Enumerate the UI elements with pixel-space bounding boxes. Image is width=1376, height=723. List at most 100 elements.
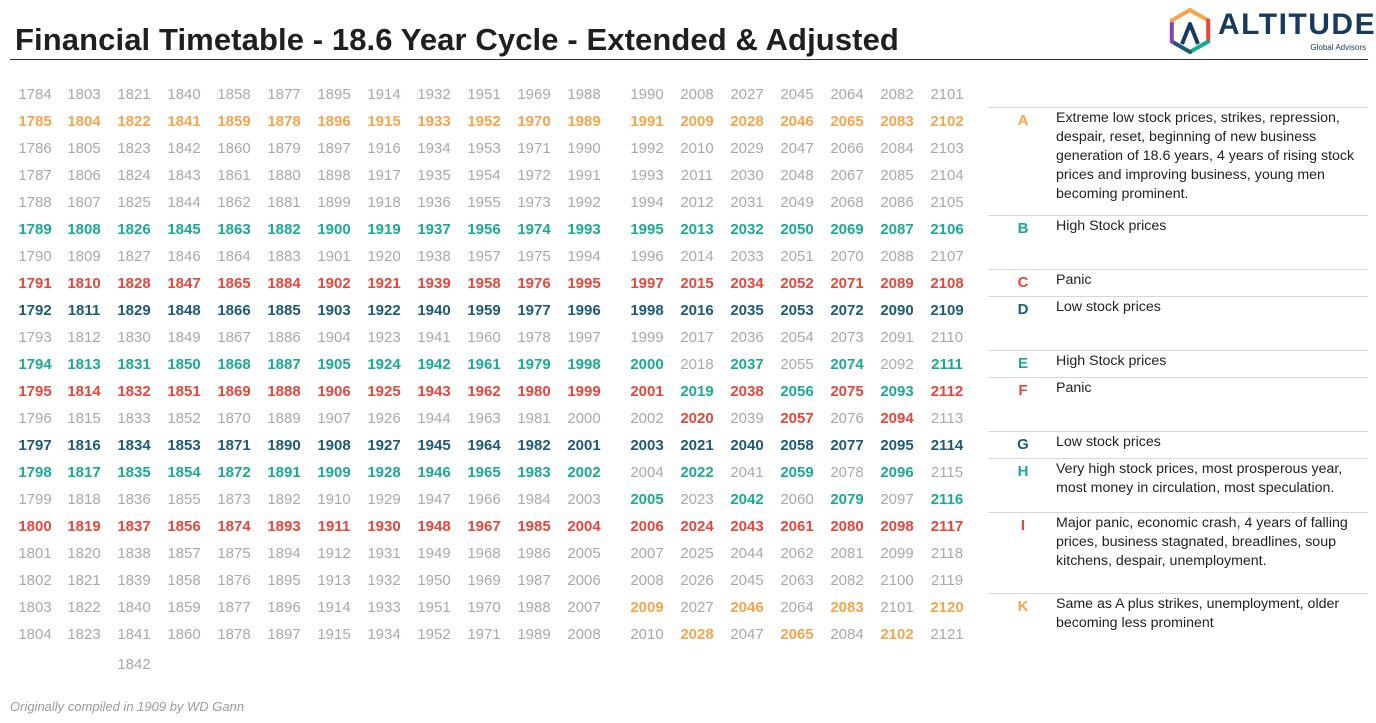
year-cell: 2046 xyxy=(730,599,764,616)
year-cell: 1812 xyxy=(67,329,101,346)
year-cell: 2099 xyxy=(880,545,914,562)
year-cell: 1972 xyxy=(517,167,551,184)
year-cell: 1953 xyxy=(467,140,501,157)
year-cell: 1896 xyxy=(317,113,351,130)
year-cell: 1808 xyxy=(67,221,101,238)
year-cell: 1981 xyxy=(517,410,551,427)
year-cell: 2100 xyxy=(880,572,914,589)
year-cell: 1974 xyxy=(517,221,551,238)
year-cell: 1897 xyxy=(317,140,351,157)
year-cell: 2056 xyxy=(780,383,814,400)
year-cell: 1899 xyxy=(317,194,351,211)
year-cell: 1966 xyxy=(467,491,501,508)
year-cell: 2000 xyxy=(630,356,664,373)
year-cell: 1798 xyxy=(18,464,52,481)
year-cell: 2110 xyxy=(930,329,964,346)
year-cell: 2035 xyxy=(730,302,764,319)
year-cell: 1971 xyxy=(467,626,501,643)
year-cell: 2048 xyxy=(780,167,814,184)
year-cell: 1819 xyxy=(67,518,101,535)
legend-description: Very high stock prices, most prosperous … xyxy=(1056,460,1366,498)
year-cell: 1889 xyxy=(267,410,301,427)
year-cell: 1895 xyxy=(267,572,301,589)
year-cell: 2091 xyxy=(880,329,914,346)
legend-letter-g: G xyxy=(1017,436,1029,453)
year-cell: 2043 xyxy=(730,518,764,535)
year-cell: 1865 xyxy=(217,275,251,292)
year-cell: 2003 xyxy=(567,491,601,508)
year-cell: 1813 xyxy=(67,356,101,373)
year-cell: 1832 xyxy=(117,383,151,400)
legend-letter-c: C xyxy=(1017,274,1029,291)
year-cell: 1918 xyxy=(367,194,401,211)
year-cell: 2084 xyxy=(830,626,864,643)
year-cell: 1787 xyxy=(18,167,52,184)
year-cell: 2027 xyxy=(730,86,764,103)
year-cell: 1805 xyxy=(67,140,101,157)
legend-description-line: High Stock prices xyxy=(1056,218,1167,234)
year-cell: 1792 xyxy=(18,302,52,319)
legend-description: High Stock prices xyxy=(1056,352,1366,371)
year-cell: 2067 xyxy=(830,167,864,184)
year-cell: 1841 xyxy=(117,626,151,643)
logo-wordmark: ALTITUDE xyxy=(1218,8,1376,41)
year-cell: 1930 xyxy=(367,518,401,535)
year-cell: 2002 xyxy=(630,410,664,427)
year-cell: 1936 xyxy=(417,194,451,211)
year-cell: 1858 xyxy=(167,572,201,589)
year-cell: 2101 xyxy=(930,86,964,103)
year-cell: 1830 xyxy=(117,329,151,346)
year-cell: 1793 xyxy=(18,329,52,346)
year-cell: 1803 xyxy=(67,86,101,103)
year-cell: 2077 xyxy=(830,437,864,454)
hexagon-logo-icon xyxy=(1169,8,1211,54)
year-cell: 2061 xyxy=(780,518,814,535)
year-cell: 2017 xyxy=(680,329,714,346)
year-cell: 1979 xyxy=(517,356,551,373)
year-cell: 2107 xyxy=(930,248,964,265)
year-cell: 1997 xyxy=(567,329,601,346)
year-cell: 1947 xyxy=(417,491,451,508)
year-cell: 1854 xyxy=(167,464,201,481)
year-cell: 1952 xyxy=(467,113,501,130)
year-cell: 2092 xyxy=(880,356,914,373)
year-cell: 1848 xyxy=(167,302,201,319)
legend-divider xyxy=(988,296,1368,297)
year-cell: 1882 xyxy=(267,221,301,238)
year-cell: 1907 xyxy=(317,410,351,427)
year-cell: 2093 xyxy=(880,383,914,400)
year-cell: 1897 xyxy=(267,626,301,643)
year-cell: 2088 xyxy=(880,248,914,265)
year-cell: 2006 xyxy=(567,572,601,589)
year-cell: 2042 xyxy=(730,491,764,508)
year-cell: 2003 xyxy=(630,437,664,454)
year-cell: 1878 xyxy=(267,113,301,130)
year-cell: 2045 xyxy=(780,86,814,103)
year-cell: 1996 xyxy=(567,302,601,319)
year-cell: 1822 xyxy=(117,113,151,130)
year-cell: 2082 xyxy=(830,572,864,589)
year-cell: 2101 xyxy=(880,599,914,616)
year-cell: 2072 xyxy=(830,302,864,319)
year-cell: 1817 xyxy=(67,464,101,481)
year-cell: 1869 xyxy=(217,383,251,400)
legend-description-line: Extreme low stock prices, strikes, repre… xyxy=(1056,110,1340,126)
year-cell: 1942 xyxy=(417,356,451,373)
year-cell: 1860 xyxy=(217,140,251,157)
year-cell: 1867 xyxy=(217,329,251,346)
year-cell: 1850 xyxy=(167,356,201,373)
year-cell: 2011 xyxy=(680,167,714,184)
year-cell: 1940 xyxy=(417,302,451,319)
year-cell: 1840 xyxy=(117,599,151,616)
year-cell: 2112 xyxy=(930,383,964,400)
year-cell: 1829 xyxy=(117,302,151,319)
year-cell: 1939 xyxy=(417,275,451,292)
year-cell: 2109 xyxy=(930,302,964,319)
legend-description: Panic xyxy=(1056,379,1366,398)
legend-divider xyxy=(988,593,1368,594)
year-cell: 1807 xyxy=(67,194,101,211)
year-cell: 2071 xyxy=(830,275,864,292)
year-cell: 1905 xyxy=(317,356,351,373)
year-cell: 1914 xyxy=(317,599,351,616)
year-cell: 1831 xyxy=(117,356,151,373)
